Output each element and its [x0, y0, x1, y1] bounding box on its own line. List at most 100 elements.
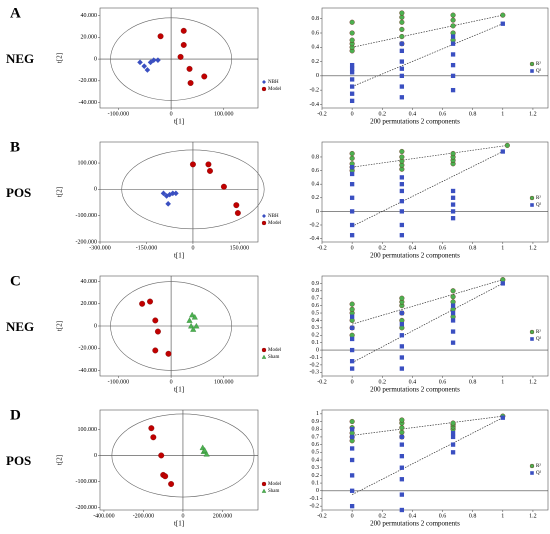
- legend-label: R²: [536, 329, 541, 335]
- point: [450, 87, 456, 93]
- t2-ellipse: [111, 413, 255, 498]
- point: [399, 295, 405, 301]
- legend-marker: [261, 220, 267, 226]
- point: [349, 77, 355, 82]
- y-tick-label: -200.000: [76, 239, 98, 245]
- x-tick-label: 150.000: [230, 245, 250, 251]
- legend-marker: [529, 61, 535, 67]
- point: [450, 195, 456, 200]
- x-tick-label: -400.000: [93, 513, 115, 519]
- y-tick-label: -40.000: [79, 100, 98, 106]
- y-tick-label: 0.4: [312, 318, 320, 324]
- x-tick-label: 0.6: [439, 111, 447, 117]
- point: [399, 321, 405, 327]
- point: [189, 161, 196, 168]
- regression-line: [351, 283, 503, 363]
- point: [399, 310, 405, 316]
- legend-label: Model: [268, 221, 282, 226]
- point: [220, 183, 227, 190]
- legend-marker: [261, 488, 267, 493]
- x-tick-label: 200.000: [213, 513, 233, 519]
- legend-marker: [529, 463, 535, 469]
- legend-marker: [529, 329, 535, 335]
- point: [399, 434, 405, 440]
- point: [201, 73, 208, 80]
- point: [504, 142, 510, 148]
- x-axis-title: 200 permutations 2 components: [370, 520, 460, 528]
- point: [349, 314, 355, 319]
- t2-ellipse: [110, 17, 232, 101]
- y-tick-label: 0: [316, 347, 319, 353]
- plot-frame: [99, 409, 259, 511]
- legend-marker: [261, 347, 267, 353]
- point: [399, 507, 405, 513]
- point: [450, 310, 456, 316]
- panel-label: D: [10, 407, 21, 423]
- legend-marker: [530, 69, 534, 73]
- point: [160, 190, 167, 197]
- point: [162, 473, 169, 480]
- point: [165, 201, 171, 207]
- point: [450, 202, 456, 207]
- y-tick-label: 0: [94, 453, 97, 459]
- point: [349, 165, 355, 170]
- y-tick-label: 20.000: [81, 301, 98, 307]
- point: [349, 37, 355, 43]
- point: [450, 151, 456, 157]
- y-tick-label: 0.4: [312, 45, 320, 51]
- point: [349, 155, 355, 161]
- point: [173, 190, 179, 197]
- legend-marker: [529, 195, 535, 201]
- x-tick-label: 0.2: [379, 111, 387, 117]
- point: [399, 175, 405, 180]
- point: [399, 222, 405, 228]
- plot-frame: [321, 409, 549, 511]
- y-tick-label: -100.000: [76, 213, 98, 219]
- point: [399, 209, 405, 214]
- point: [399, 429, 405, 435]
- point: [150, 434, 157, 441]
- point: [399, 19, 405, 25]
- point: [180, 42, 187, 48]
- point: [349, 306, 355, 312]
- point: [190, 326, 197, 332]
- point: [399, 26, 405, 32]
- plot-frame: [321, 275, 549, 377]
- point: [349, 359, 355, 364]
- point: [349, 418, 355, 425]
- point: [349, 347, 355, 353]
- y-tick-label: -0.3: [310, 370, 320, 376]
- point: [399, 95, 405, 100]
- mode-label: POS: [6, 185, 31, 200]
- point: [166, 191, 173, 198]
- mode-label: POS: [6, 453, 31, 468]
- y-tick-label: -0.2: [310, 222, 320, 228]
- point: [349, 430, 355, 436]
- y-tick-label: 0.2: [312, 333, 320, 339]
- y-tick-label: 0.9: [312, 419, 320, 425]
- point: [349, 66, 355, 71]
- x-tick-label: 0.4: [409, 111, 417, 117]
- point: [450, 34, 456, 39]
- point: [450, 442, 456, 447]
- regression-line: [352, 415, 503, 436]
- point: [152, 317, 159, 324]
- x-tick-label: -0.2: [317, 379, 327, 385]
- point: [399, 453, 405, 459]
- point: [399, 182, 405, 187]
- point: [450, 209, 456, 214]
- point: [399, 73, 405, 79]
- legend-label: R²: [536, 195, 541, 201]
- x-axis-title: t[1]: [174, 520, 184, 528]
- legend-marker: [530, 471, 534, 475]
- legend-label: R²: [536, 61, 541, 67]
- x-tick-label: 0.6: [439, 513, 447, 519]
- plot-frame: [321, 7, 549, 109]
- x-tick-label: 0.8: [469, 513, 477, 519]
- y-tick-label: 0.6: [312, 442, 320, 448]
- point: [450, 288, 456, 294]
- y-tick-label: 0: [94, 323, 97, 329]
- point: [399, 492, 405, 497]
- point: [234, 210, 241, 217]
